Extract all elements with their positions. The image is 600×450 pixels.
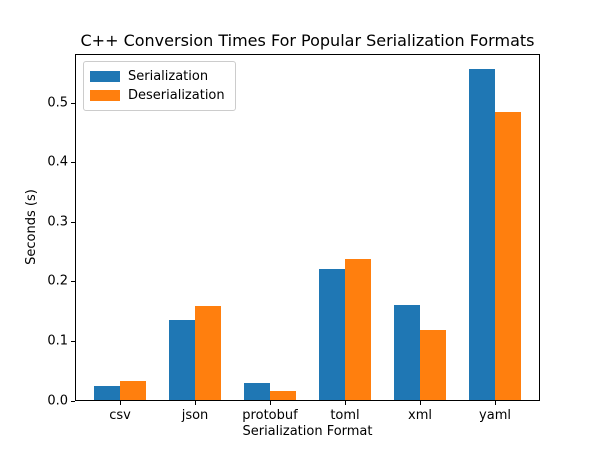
x-tick-mark <box>195 400 196 405</box>
y-tick-mark <box>71 221 75 223</box>
legend-swatch-deserialization <box>90 90 120 101</box>
y-tick-mark <box>71 102 75 104</box>
x-tick-label: json <box>181 407 209 423</box>
y-tick-label: 0.4 <box>47 154 68 170</box>
x-tick-mark <box>270 400 271 405</box>
plot-area <box>75 54 540 401</box>
x-tick-mark <box>345 400 346 405</box>
y-tick-label: 0.5 <box>47 95 68 111</box>
bar-protobuf-serialization <box>244 383 270 400</box>
x-tick-label: protobuf <box>242 407 298 423</box>
bar-yaml-serialization <box>469 69 495 400</box>
legend-item-serialization: Serialization <box>90 67 225 86</box>
x-tick-label: yaml <box>479 407 511 423</box>
legend: Serialization Deserialization <box>83 61 236 111</box>
bar-protobuf-deserialization <box>270 390 296 400</box>
x-tick-mark <box>120 400 121 405</box>
bar-toml-serialization <box>319 269 345 400</box>
chart-title: C++ Conversion Times For Popular Seriali… <box>80 31 535 50</box>
bar-csv-deserialization <box>120 381 146 400</box>
legend-item-deserialization: Deserialization <box>90 86 225 105</box>
y-tick-label: 0.2 <box>47 273 68 289</box>
x-tick-label: toml <box>330 407 360 423</box>
x-tick-label: csv <box>109 407 131 423</box>
x-tick-mark <box>420 400 421 405</box>
x-tick-label: xml <box>408 407 432 423</box>
x-axis-label: Serialization Format <box>242 424 373 439</box>
y-tick-label: 0.1 <box>47 333 68 349</box>
legend-label: Serialization <box>128 69 209 84</box>
bar-xml-serialization <box>394 304 420 400</box>
bar-yaml-deserialization <box>495 111 521 400</box>
bar-json-deserialization <box>195 306 221 400</box>
y-tick-label: 0.3 <box>47 214 68 230</box>
y-tick-mark <box>71 340 75 342</box>
x-tick-mark <box>495 400 496 405</box>
legend-swatch-serialization <box>90 71 120 82</box>
bar-csv-serialization <box>94 386 120 400</box>
y-tick-mark <box>71 400 75 402</box>
legend-label: Deserialization <box>128 88 225 103</box>
bar-xml-deserialization <box>420 329 446 400</box>
y-tick-mark <box>71 162 75 164</box>
bar-toml-deserialization <box>345 259 371 400</box>
bar-json-serialization <box>169 320 195 400</box>
y-tick-label: 0.0 <box>47 393 68 408</box>
y-tick-mark <box>71 281 75 283</box>
